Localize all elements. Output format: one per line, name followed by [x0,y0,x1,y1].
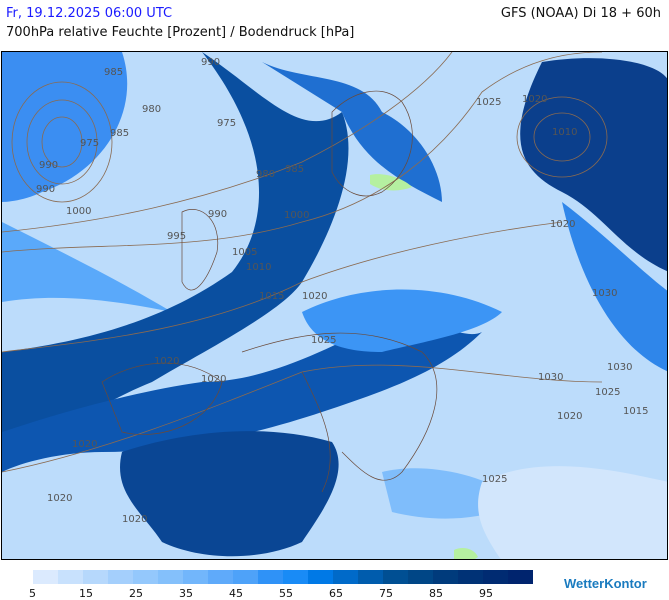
isobar-label: 1025 [595,387,620,398]
isobar-label: 990 [201,57,220,68]
isobar-label: 985 [285,164,304,175]
legend-swatch [383,570,408,584]
isobar-label: 1020 [154,356,179,367]
humidity-map-svg: 985 990 980 975 985 990 1000 975 985 990 980 990 100… [2,52,667,559]
legend-swatch [333,570,358,584]
legend-swatch [308,570,333,584]
isobar-label: 975 [217,118,236,129]
legend-tick-label: 45 [229,587,243,600]
legend-swatch [83,570,108,584]
isobar-label: 990 [36,184,55,195]
legend-swatch [108,570,133,584]
legend-swatch [233,570,258,584]
isobar-labels: 985 990 980 975 985 990 1000 975 985 990 980 990 100… [36,57,648,525]
isobar-label: 1020 [522,94,547,105]
legend-tick-label: 85 [429,587,443,600]
isobar-label: 1030 [607,362,632,373]
legend-tick-label: 5 [29,587,36,600]
isobar-label: 1020 [201,374,226,385]
legend-tick-label: 55 [279,587,293,600]
coastlines [101,90,438,493]
isobar-label: 985 [110,128,129,139]
isobar-label: 1015 [623,406,648,417]
legend-swatch [133,570,158,584]
isobar-label: 1020 [122,514,147,525]
isobar-label: 980 [256,169,275,180]
legend-swatch [208,570,233,584]
model-run: GFS (NOAA) Di 18 + 60h [500,6,661,21]
humidity-field [2,52,667,559]
legend-swatch [183,570,208,584]
wetterkontor-logo: WetterKontor [564,576,647,591]
legend-swatch [508,570,533,584]
isobar-label: 1025 [311,335,336,346]
legend-swatch [458,570,483,584]
isobar-label: 1005 [232,247,257,258]
parameter-title: 700hPa relative Feuchte [Prozent] / Bode… [6,25,355,40]
isobar-label: 990 [208,209,227,220]
isobar-label: 1020 [557,411,582,422]
isobar-label: 1025 [482,474,507,485]
legend-tick-label: 75 [379,587,393,600]
isobar-label: 1030 [538,372,563,383]
isobar-label: 1015 [259,291,284,302]
legend-swatch [358,570,383,584]
legend-swatch [283,570,308,584]
isobar-label: 995 [167,231,186,242]
isobar-label: 1020 [47,493,72,504]
legend-tick-label: 65 [329,587,343,600]
weather-map[interactable]: 985 990 980 975 985 990 1000 975 985 990 980 990 100… [1,51,668,560]
legend-swatch [158,570,183,584]
isobar-label: 975 [80,138,99,149]
isobar-label: 1010 [552,127,577,138]
legend-tick-label: 15 [79,587,93,600]
legend-swatch [33,570,58,584]
legend-swatch [258,570,283,584]
isobar-label: 1020 [550,219,575,230]
legend-swatch [483,570,508,584]
legend-swatch [408,570,433,584]
legend-tick-label: 25 [129,587,143,600]
legend-tick-label: 35 [179,587,193,600]
isobar-label: 1000 [284,210,309,221]
isobar-label: 1000 [66,206,91,217]
isobar-label: 1020 [72,439,97,450]
isobar-label: 985 [104,67,123,78]
valid-time: Fr, 19.12.2025 06:00 UTC [6,6,173,21]
isobar-label: 1010 [246,262,271,273]
isobar-label: 1025 [476,97,501,108]
legend-tick-label: 95 [479,587,493,600]
isobar-label: 980 [142,104,161,115]
legend-swatch [58,570,83,584]
legend-swatch [433,570,458,584]
color-legend [33,570,533,584]
isobar-label: 1030 [592,288,617,299]
isobar-label: 990 [39,160,58,171]
isobar-label: 1020 [302,291,327,302]
